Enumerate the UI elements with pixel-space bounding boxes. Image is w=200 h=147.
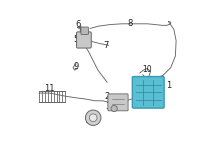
Text: 11: 11	[45, 84, 55, 93]
Circle shape	[89, 114, 97, 122]
Circle shape	[85, 110, 101, 125]
Text: 2: 2	[105, 92, 110, 101]
FancyBboxPatch shape	[77, 32, 91, 48]
Text: 1: 1	[166, 81, 171, 90]
Text: 4: 4	[86, 117, 91, 126]
Text: 10: 10	[143, 66, 152, 75]
Text: 6: 6	[75, 20, 80, 29]
Text: 9: 9	[74, 62, 79, 71]
Circle shape	[111, 105, 117, 112]
Text: 8: 8	[127, 19, 132, 28]
FancyBboxPatch shape	[81, 27, 88, 34]
Text: 7: 7	[103, 41, 108, 50]
FancyBboxPatch shape	[132, 77, 164, 108]
FancyBboxPatch shape	[108, 94, 128, 111]
Text: 3: 3	[105, 102, 111, 111]
Text: 5: 5	[74, 35, 79, 44]
